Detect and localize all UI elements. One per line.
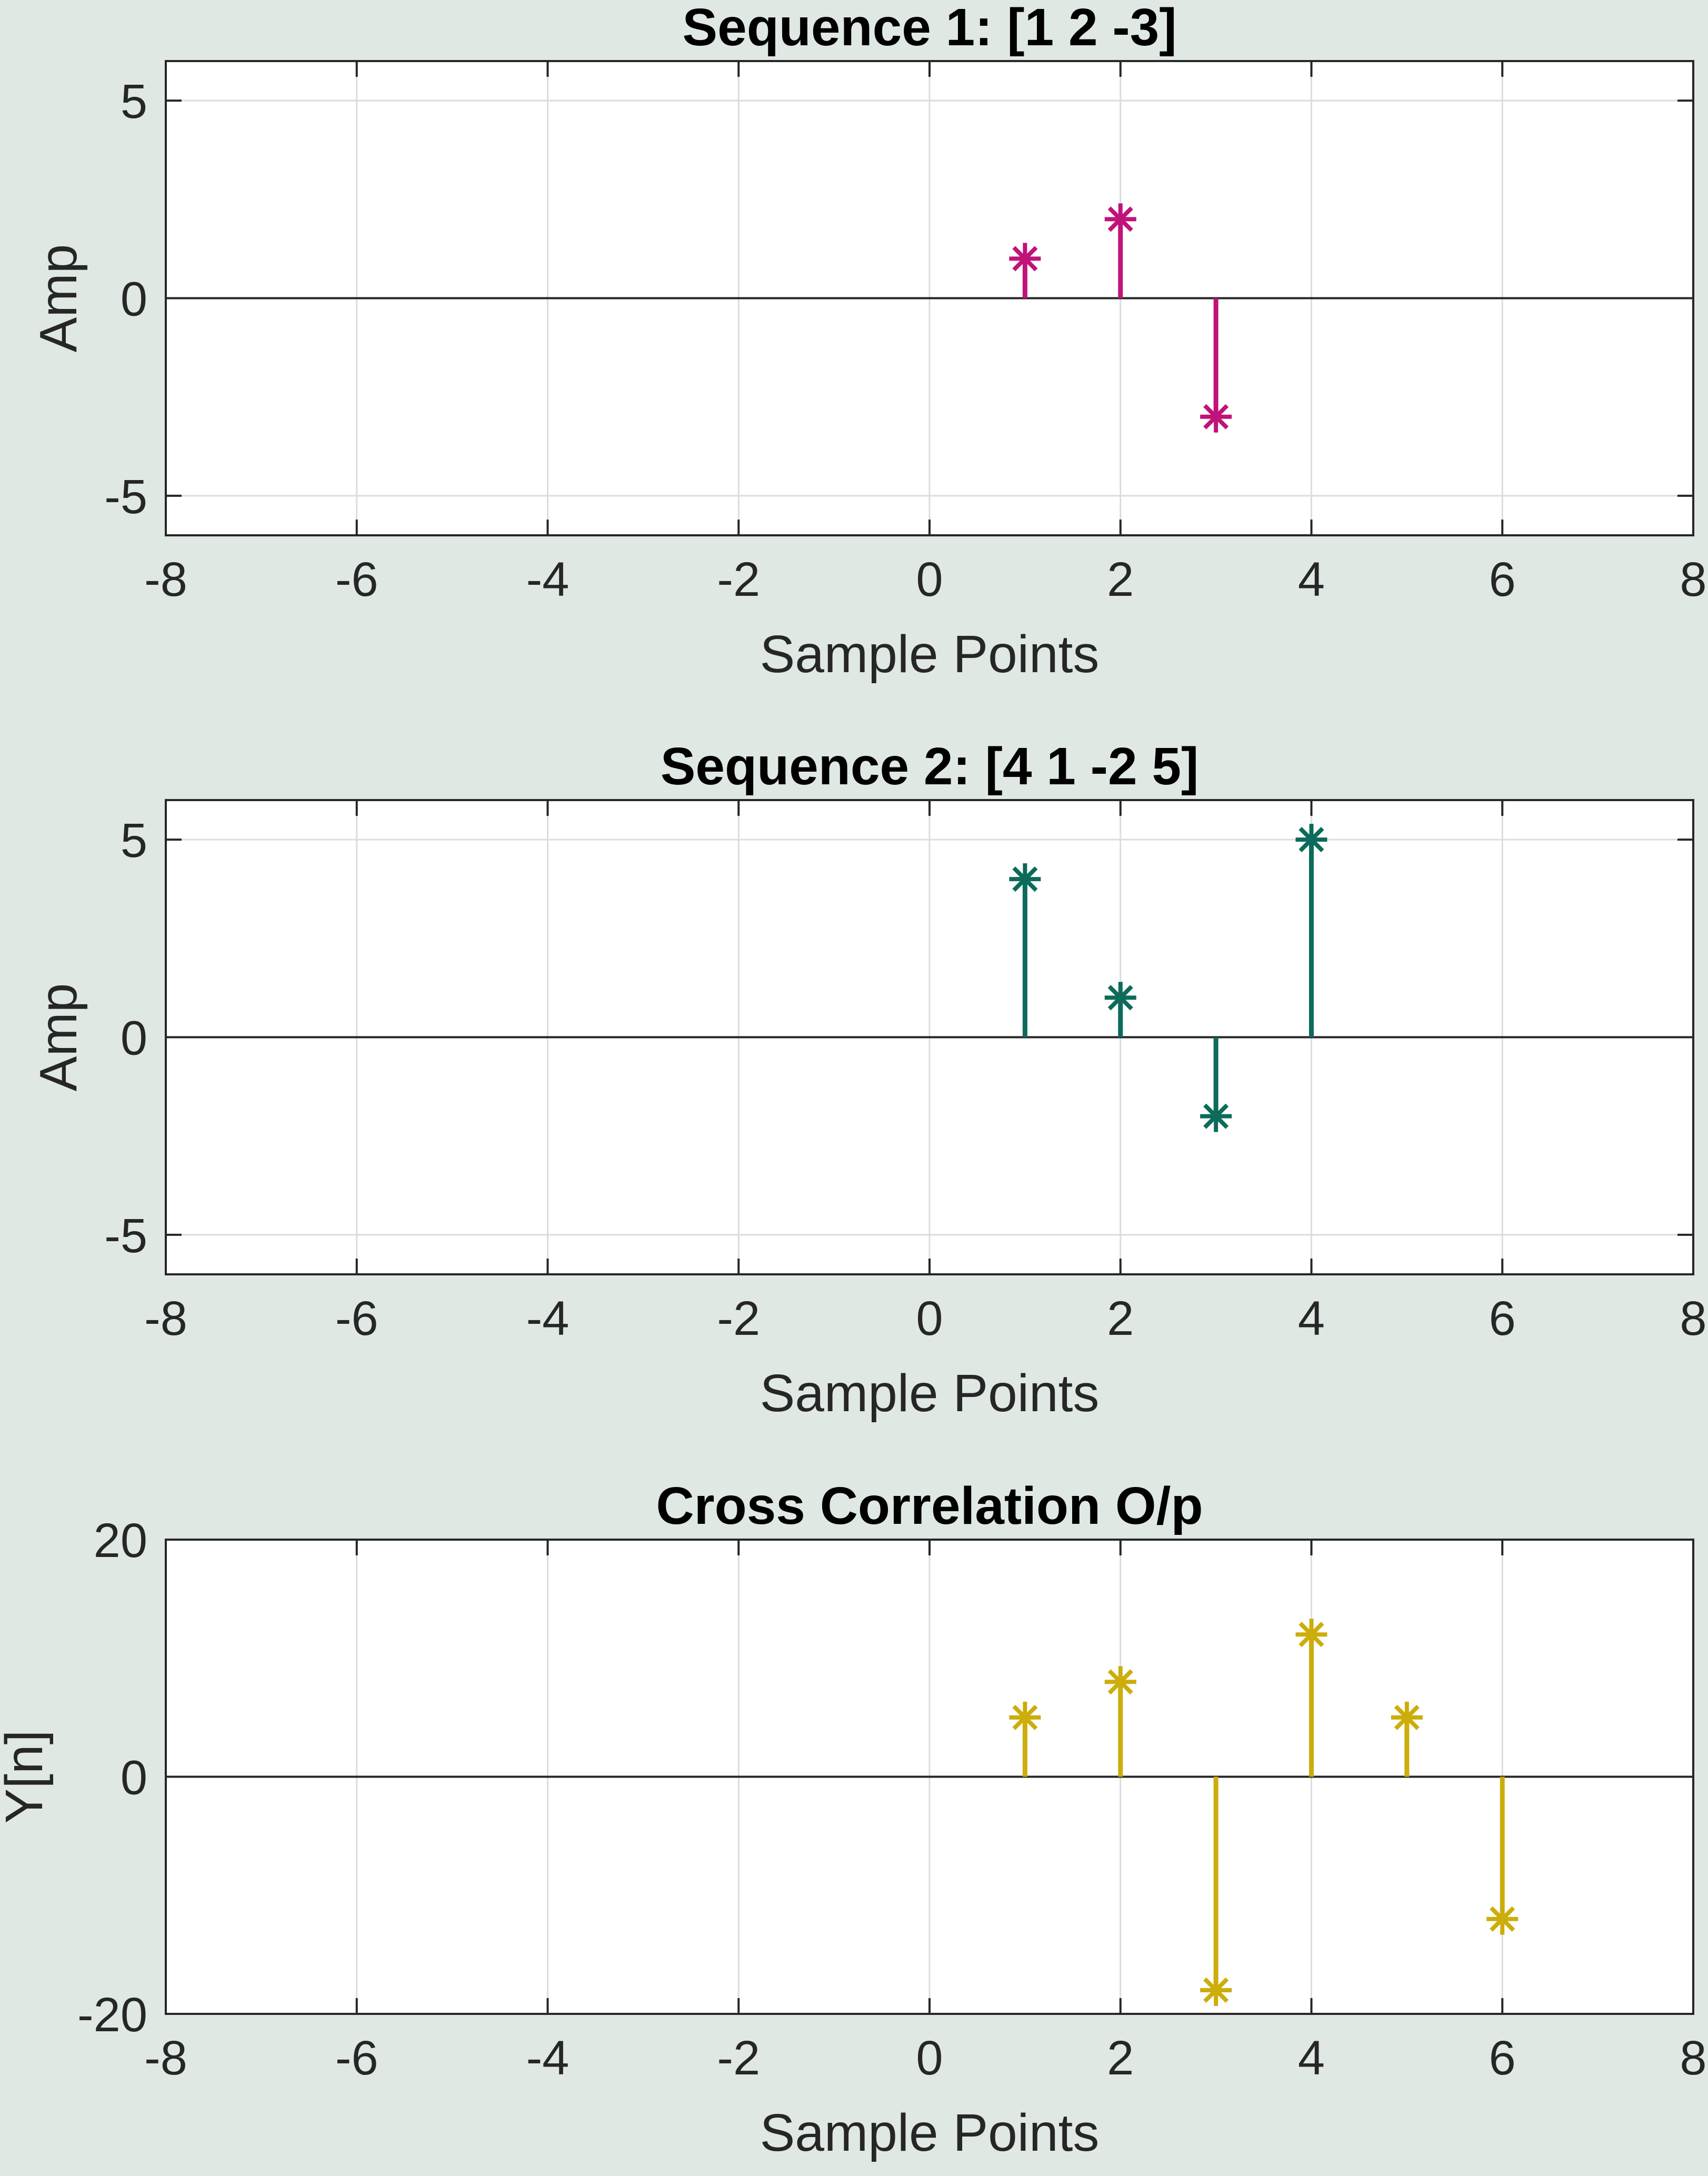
x-tick-label: -8 bbox=[144, 2031, 187, 2085]
x-tick-label: 8 bbox=[1680, 1292, 1706, 1345]
x-tick-label: -2 bbox=[717, 2031, 760, 2085]
x-tick-label: 8 bbox=[1680, 553, 1706, 606]
y-tick-label: -20 bbox=[77, 1988, 147, 2042]
x-tick-label: -4 bbox=[526, 553, 570, 606]
x-tick-label: 6 bbox=[1489, 2031, 1516, 2085]
marker-stroke bbox=[1490, 1906, 1515, 1932]
x-tick-label: 4 bbox=[1298, 553, 1325, 606]
chart-panel-2: -8 -6 -4 -2 0 2 4 6 8 -5 0 5 Sequence 2: [4 1 -2 5] S… bbox=[29, 737, 1707, 1423]
stem-marker bbox=[1486, 1903, 1519, 1935]
y-tick-label: 5 bbox=[121, 75, 147, 128]
y-tick-label: 0 bbox=[121, 1012, 147, 1065]
x-tick-label: -6 bbox=[335, 553, 378, 606]
x-tick-label: -8 bbox=[144, 1292, 187, 1345]
marker-stroke bbox=[1299, 827, 1324, 853]
stem-marker bbox=[1009, 243, 1041, 275]
stem-marker bbox=[1200, 401, 1232, 433]
marker-stroke bbox=[1012, 246, 1038, 272]
stem-marker bbox=[1391, 1701, 1423, 1733]
y-tick-label: 5 bbox=[121, 814, 147, 867]
stem-marker bbox=[1104, 203, 1136, 235]
x-axis-label: Sample Points bbox=[760, 625, 1100, 684]
x-tick-label: -6 bbox=[335, 2031, 378, 2085]
x-tick-label: 4 bbox=[1298, 1292, 1325, 1345]
stem-marker bbox=[1104, 982, 1136, 1014]
chart-title: Sequence 2: [4 1 -2 5] bbox=[661, 737, 1199, 796]
y-axis-label: Amp bbox=[29, 983, 88, 1092]
marker-stroke bbox=[1203, 1103, 1229, 1129]
stem-marker bbox=[1009, 863, 1041, 895]
marker-stroke bbox=[1012, 866, 1038, 892]
y-tick-label: -5 bbox=[104, 470, 147, 524]
stem-marker bbox=[1200, 1974, 1232, 2006]
x-tick-label: 2 bbox=[1107, 553, 1134, 606]
x-tick-label: -2 bbox=[717, 1292, 760, 1345]
stem-marker bbox=[1295, 824, 1327, 856]
chart-panel-1: -8 -6 -4 -2 0 2 4 6 8 -5 0 5 Sequence 1: [1 2 -3] Sam… bbox=[29, 0, 1707, 684]
x-tick-label: -8 bbox=[144, 553, 187, 606]
marker-stroke bbox=[1203, 1977, 1229, 2003]
y-axis-label: Y[n] bbox=[0, 1730, 54, 1824]
y-tick-label: -5 bbox=[104, 1209, 147, 1263]
x-tick-label: -6 bbox=[335, 1292, 378, 1345]
x-tick-label: 2 bbox=[1107, 2031, 1134, 2085]
x-tick-label: -2 bbox=[717, 553, 760, 606]
marker-stroke bbox=[1107, 1669, 1133, 1695]
y-tick-label: 20 bbox=[94, 1514, 147, 1568]
marker-stroke bbox=[1299, 1622, 1324, 1648]
x-axis-label: Sample Points bbox=[760, 1364, 1100, 1423]
y-tick-label: 0 bbox=[121, 1751, 147, 1805]
x-tick-label: 6 bbox=[1489, 553, 1516, 606]
marker-stroke bbox=[1107, 985, 1133, 1011]
x-tick-label: -4 bbox=[526, 2031, 570, 2085]
stem-marker bbox=[1009, 1701, 1041, 1733]
x-tick-label: 0 bbox=[916, 2031, 943, 2085]
marker-stroke bbox=[1203, 404, 1229, 430]
x-tick-label: 4 bbox=[1298, 2031, 1325, 2085]
x-tick-label: 2 bbox=[1107, 1292, 1134, 1345]
x-tick-label: 6 bbox=[1489, 1292, 1516, 1345]
x-tick-label: 0 bbox=[916, 553, 943, 606]
x-tick-label: 0 bbox=[916, 1292, 943, 1345]
y-axis-label: Amp bbox=[29, 244, 88, 353]
marker-stroke bbox=[1394, 1704, 1420, 1730]
x-tick-label: 8 bbox=[1680, 2031, 1706, 2085]
stem-marker bbox=[1200, 1100, 1232, 1132]
stem-marker bbox=[1104, 1666, 1136, 1698]
marker-stroke bbox=[1012, 1704, 1038, 1730]
marker-stroke bbox=[1107, 206, 1133, 232]
x-axis-label: Sample Points bbox=[760, 2103, 1100, 2162]
chart-title: Cross Correlation O/p bbox=[656, 1476, 1203, 1535]
y-tick-label: 0 bbox=[121, 273, 147, 326]
chart-title: Sequence 1: [1 2 -3] bbox=[682, 0, 1176, 57]
stem-marker bbox=[1295, 1619, 1327, 1651]
x-tick-label: -4 bbox=[526, 1292, 570, 1345]
